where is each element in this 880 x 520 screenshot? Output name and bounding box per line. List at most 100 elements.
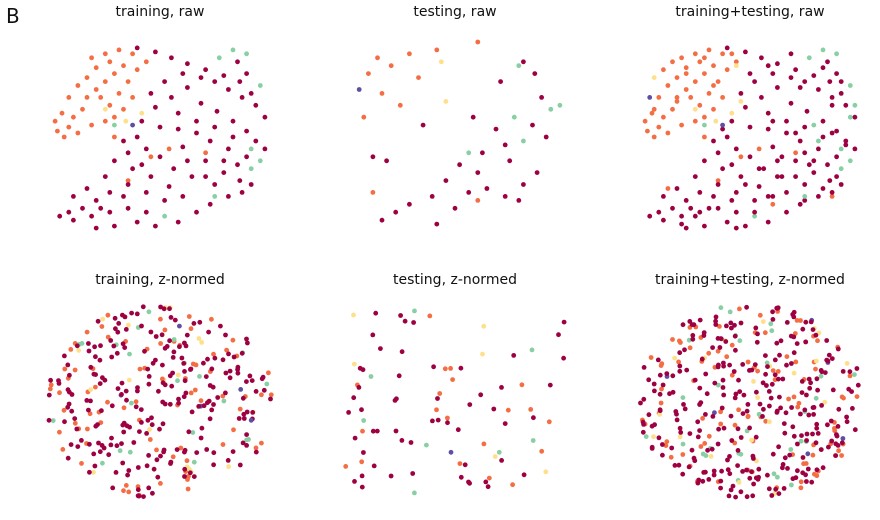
scatter-point (838, 182, 844, 187)
scatter-point (91, 451, 97, 457)
scatter-point (145, 417, 151, 423)
scatter-point (98, 95, 104, 100)
scatter-point (134, 311, 140, 317)
scatter-point (194, 450, 200, 455)
scatter-point (738, 451, 744, 457)
scatter-point (646, 412, 652, 418)
scatter-point (847, 158, 853, 164)
scatter-point (728, 320, 734, 326)
scatter-point (119, 392, 124, 397)
scatter-point (725, 457, 730, 463)
scatter-point (143, 209, 149, 215)
scatter-point (122, 314, 128, 320)
scatter-point (793, 130, 798, 136)
scatter-point (244, 432, 250, 437)
scatter-point (660, 442, 665, 447)
scatter-point (844, 414, 849, 420)
scatter-point (207, 138, 213, 144)
scatter-point (843, 142, 849, 148)
scatter-point (466, 150, 472, 156)
scatter-point (160, 362, 165, 368)
scatter-point (770, 309, 775, 315)
scatter-point (798, 485, 804, 491)
scatter-point (253, 102, 259, 108)
scatter-point (126, 489, 132, 495)
scatter-point (158, 341, 163, 346)
scatter-point (480, 150, 485, 156)
scatter-point (171, 166, 177, 172)
scatter-point (729, 51, 735, 57)
scatter-point (829, 356, 835, 361)
scatter-point (657, 391, 663, 397)
scatter-point (124, 397, 129, 403)
scatter-point (57, 213, 63, 219)
scatter-point (838, 166, 844, 172)
scatter-point (833, 441, 839, 447)
scatter-point (127, 351, 132, 357)
scatter-point (724, 67, 730, 73)
scatter-point (703, 412, 708, 417)
scatter-point (695, 419, 701, 425)
scatter-point (221, 398, 227, 404)
scatter-point (747, 154, 753, 160)
scatter-point (729, 162, 735, 168)
scatter-point (159, 332, 165, 338)
scatter-point (130, 95, 135, 100)
scatter-point (135, 487, 141, 493)
scatter-point (198, 435, 204, 441)
scatter-point (743, 104, 748, 110)
scatter-point (149, 422, 155, 428)
scatter-point (827, 178, 833, 184)
scatter-point (93, 225, 99, 231)
scatter-point (816, 87, 821, 92)
scatter-point (268, 396, 273, 402)
scatter-point (266, 370, 271, 376)
scatter-point (481, 323, 487, 329)
scatter-point (121, 405, 127, 411)
scatter-point (431, 364, 436, 370)
scatter-point (134, 219, 140, 225)
scatter-point (720, 51, 725, 57)
scatter-point (802, 194, 808, 199)
scatter-point (160, 421, 166, 427)
scatter-point (486, 475, 492, 481)
scatter-point (827, 79, 833, 84)
scatter-point (679, 55, 684, 61)
scatter-point (843, 138, 849, 144)
scatter-point (756, 166, 762, 172)
scatter-point (749, 469, 754, 475)
scatter-point (738, 154, 744, 160)
scatter-point (638, 400, 643, 406)
scatter-point (502, 421, 508, 426)
scatter-point (670, 337, 675, 342)
scatter-point (770, 368, 776, 373)
scatter-point (735, 448, 741, 453)
scatter-point (814, 467, 820, 473)
scatter-point (838, 79, 844, 84)
scatter-point (112, 71, 117, 76)
scatter-point (361, 114, 367, 120)
scatter-point (157, 154, 163, 160)
scatter-point (72, 420, 78, 426)
scatter-point (244, 71, 250, 76)
scatter-point (88, 387, 94, 393)
scatter-point (752, 198, 757, 203)
scatter-point (133, 404, 139, 410)
scatter-point (802, 79, 808, 84)
scatter-point (119, 380, 125, 386)
scatter-point (437, 391, 443, 396)
scatter-point (246, 437, 251, 442)
scatter-point (226, 194, 231, 199)
scatter-point (240, 395, 246, 401)
scatter-point (752, 209, 757, 215)
scatter-point (765, 63, 771, 69)
scatter-point (754, 389, 759, 395)
scatter-point (100, 460, 105, 466)
scatter-point (724, 323, 729, 329)
scatter-point (713, 118, 719, 124)
scatter-point (93, 354, 98, 360)
scatter-point (659, 386, 664, 392)
scatter-point (443, 178, 449, 184)
scatter-point (820, 134, 826, 140)
scatter-point (778, 405, 783, 411)
